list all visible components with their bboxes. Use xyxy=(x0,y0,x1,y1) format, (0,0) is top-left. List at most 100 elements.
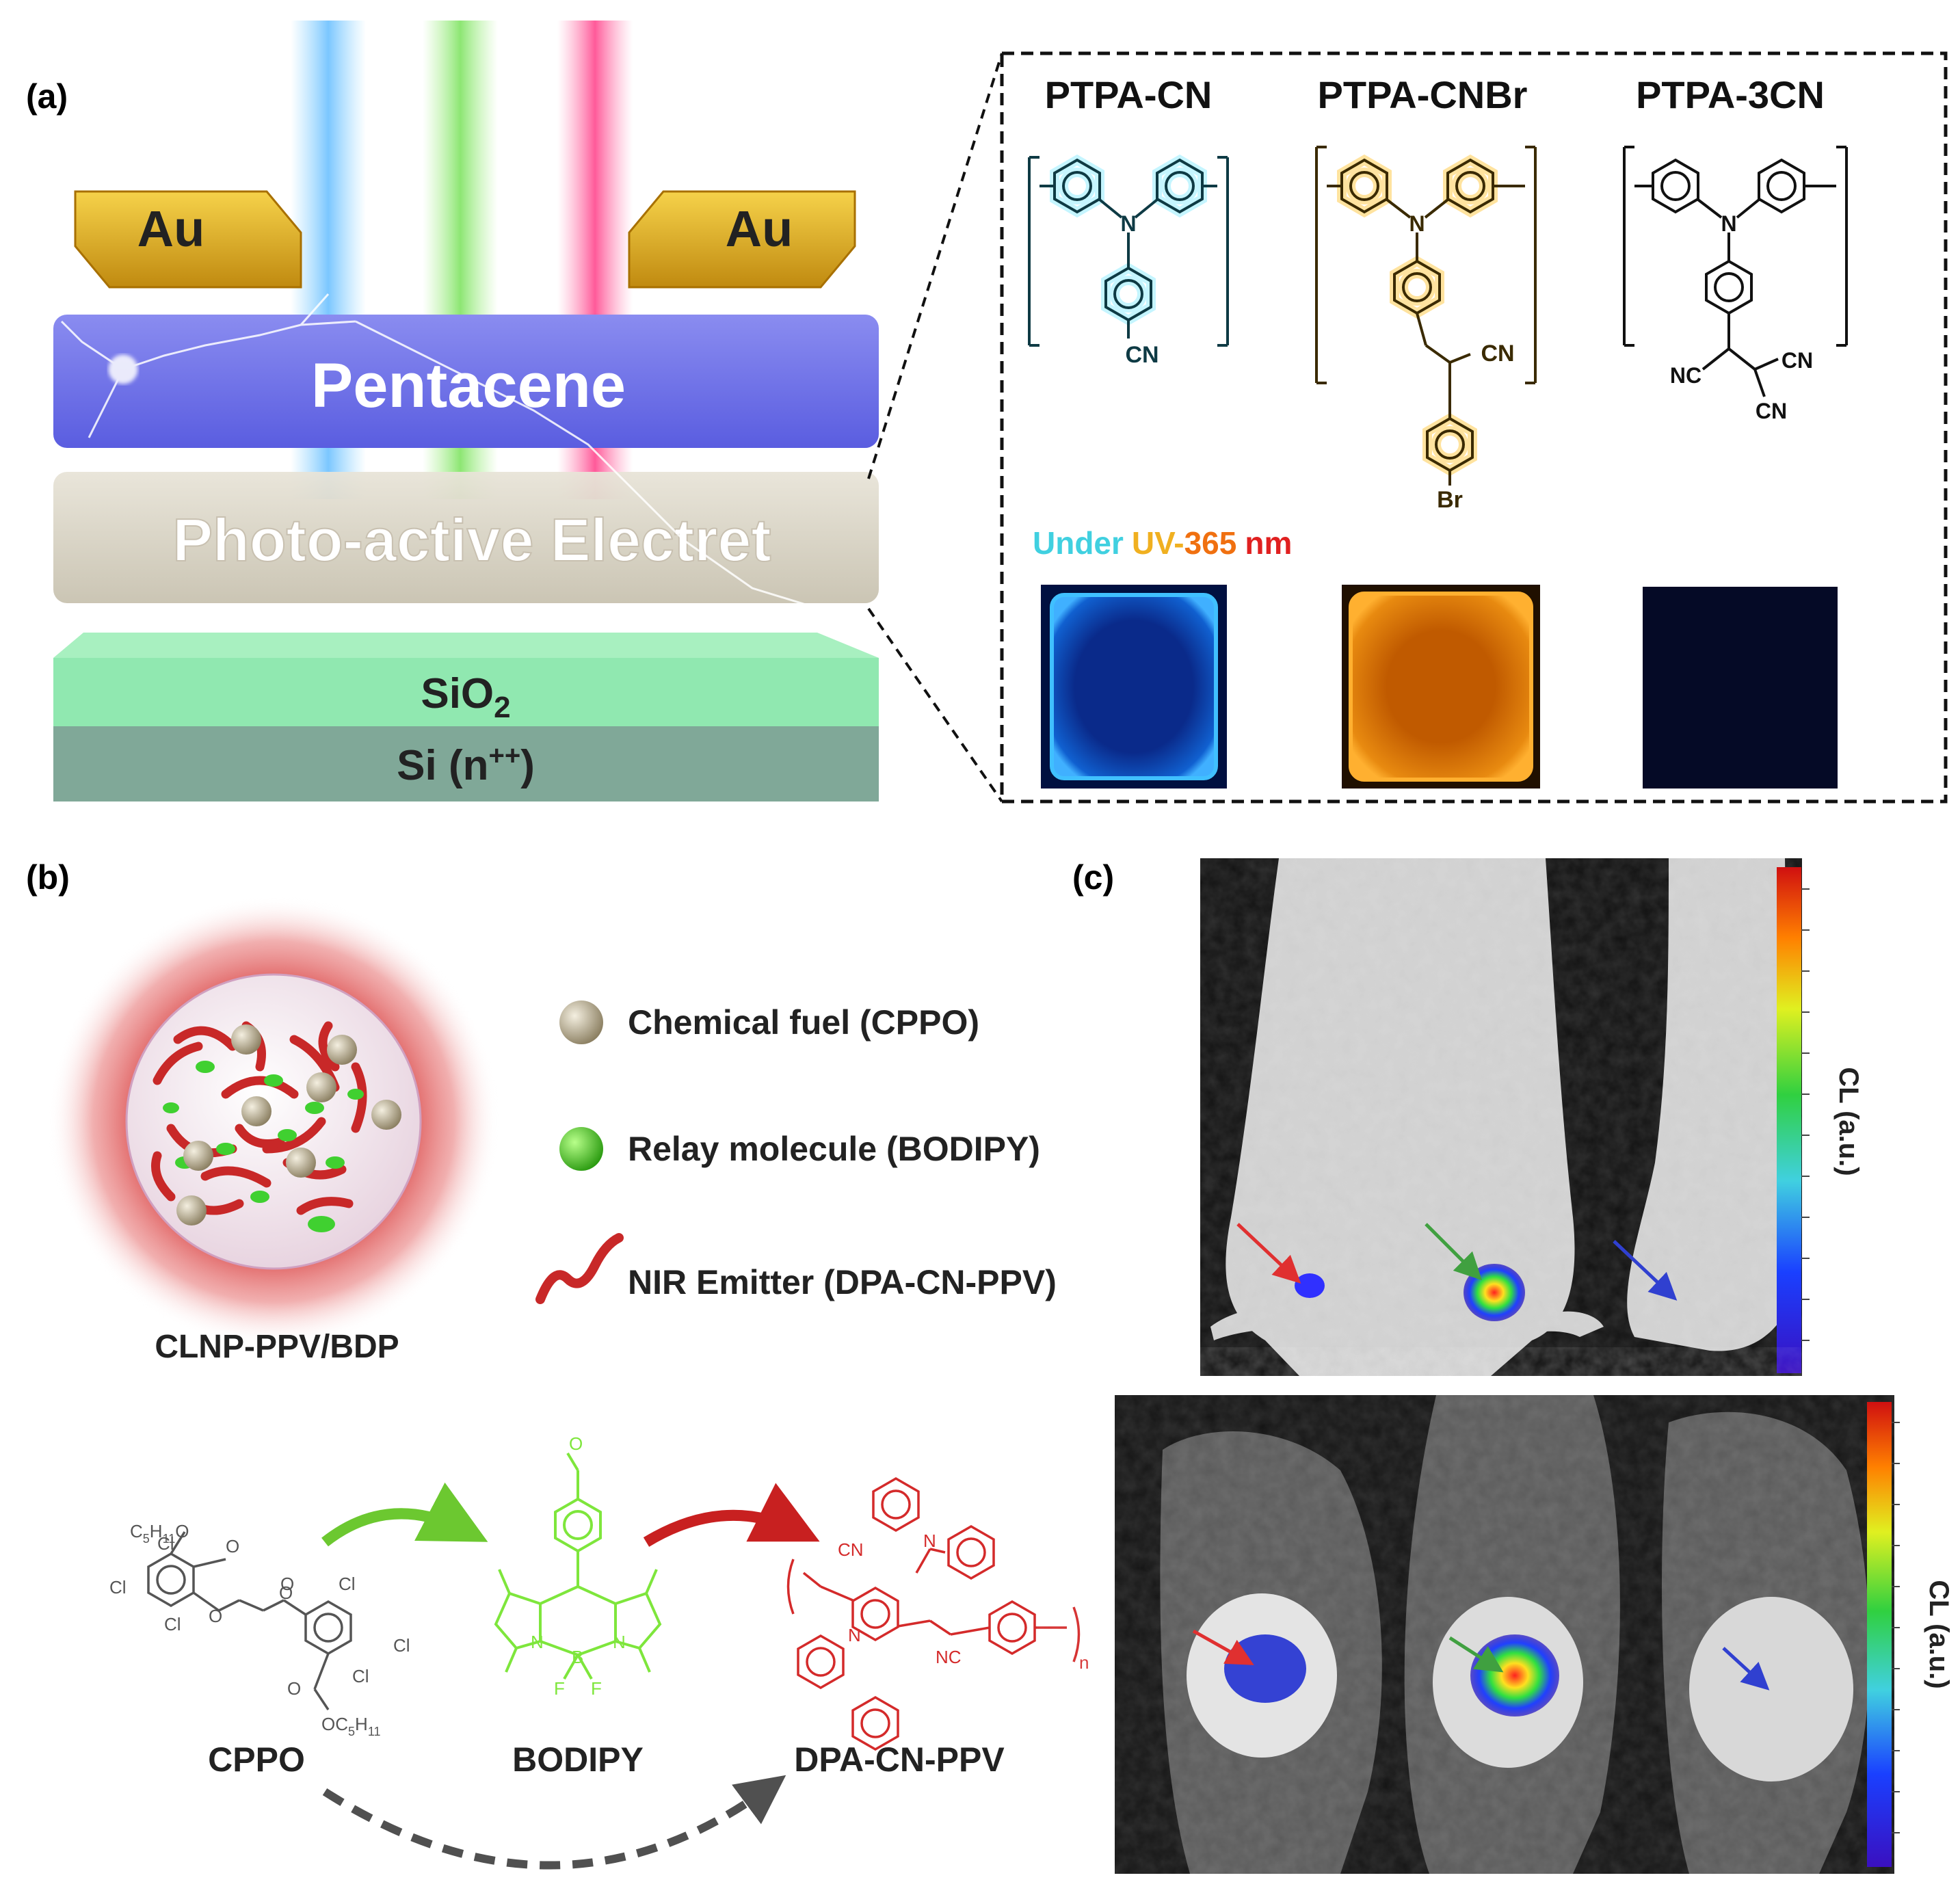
ppv-atoms: CN N N NC n xyxy=(838,1530,1089,1673)
green-sphere-icon xyxy=(559,1127,603,1171)
arrow-blue-bottom xyxy=(1722,1647,1770,1691)
au-electrode-right xyxy=(628,190,856,289)
sio2-top-face xyxy=(53,633,879,658)
ptpa-cnbr-structure xyxy=(1315,146,1537,486)
pentacene-label: Pentacene xyxy=(311,351,626,421)
svg-text:Cl: Cl xyxy=(164,1614,181,1634)
arrow-red-bottom xyxy=(1192,1629,1254,1665)
compound-label-dpa-cn-ppv: DPA-CN-PPV xyxy=(794,1740,1005,1779)
au-electrode-left xyxy=(74,190,302,289)
polymer-name-ptpa-3cn: PTPA-3CN xyxy=(1636,73,1825,116)
film-ptpa-cnbr-glow xyxy=(1349,592,1533,782)
ptpa-cn-n-atom: N xyxy=(1120,211,1136,236)
film-ptpa-cn-glow xyxy=(1050,593,1218,780)
ptpa-3cn-structure xyxy=(1623,146,1848,397)
zoom-line-bottom xyxy=(867,607,1003,803)
uv-caption: Under UV-365 nm xyxy=(1033,525,1292,561)
polymer-name-ptpa-cnbr: PTPA-CNBr xyxy=(1318,73,1528,116)
panel-a: (a) SiO2 Si (n++) Photo-active Electret … xyxy=(26,21,1948,804)
colorbar-label-top: CL (a.u.) xyxy=(1833,1067,1864,1176)
panel-b-label: (b) xyxy=(26,858,70,897)
ptpa-3cn-n-atom: N xyxy=(1721,211,1736,236)
film-ptpa-3cn-uv xyxy=(1643,587,1838,789)
au-left-label: Au xyxy=(137,200,205,257)
polymer-name-ptpa-cn: PTPA-CN xyxy=(1045,73,1213,116)
ptpa-3cn-cn-group-1: CN xyxy=(1782,348,1813,373)
svg-text:N: N xyxy=(848,1625,861,1645)
ptpa-cnbr-br-atom: Br xyxy=(1437,487,1463,513)
svg-text:O: O xyxy=(569,1433,583,1454)
svg-text:CN: CN xyxy=(838,1539,864,1560)
hotspot-left-top xyxy=(1295,1273,1325,1298)
colorbar-top xyxy=(1777,867,1801,1373)
arrow-red-top xyxy=(1236,1223,1301,1284)
colorbar-label-bottom: CL (a.u.) xyxy=(1924,1580,1954,1688)
svg-text:Cl: Cl xyxy=(393,1635,410,1656)
si-layer xyxy=(53,726,879,801)
electret-layer xyxy=(53,472,879,603)
colorbar-ticks-top xyxy=(1801,888,1810,1341)
ppv-structure xyxy=(786,1477,1081,1751)
svg-text:B: B xyxy=(572,1647,583,1667)
bodipy-structure xyxy=(494,1452,662,1680)
zoom-line-top xyxy=(867,53,1003,479)
svg-text:N: N xyxy=(531,1632,544,1652)
svg-text:N: N xyxy=(613,1632,626,1652)
colorbar-ticks-bottom xyxy=(1892,1422,1900,1833)
ptpa-cnbr-n-atom: N xyxy=(1409,211,1425,236)
svg-text:O: O xyxy=(279,1582,293,1603)
legend-relay-molecule: Relay molecule (BODIPY) xyxy=(628,1130,1040,1168)
shaved-area-right xyxy=(1689,1597,1853,1781)
svg-text:O: O xyxy=(287,1678,301,1699)
red-squiggle-icon xyxy=(535,1233,624,1304)
svg-text:N: N xyxy=(923,1530,936,1551)
svg-text:Cl: Cl xyxy=(157,1533,174,1554)
arrow-green-top xyxy=(1425,1223,1483,1281)
ptpa-3cn-nc-group: NC xyxy=(1670,363,1701,388)
arrow-blue-top xyxy=(1613,1240,1678,1301)
lightning-bolts xyxy=(60,293,842,617)
si-label: Si (n++) xyxy=(397,741,535,789)
compound-label-cppo: CPPO xyxy=(208,1740,305,1779)
cppo-structure xyxy=(147,1531,352,1710)
legend-chemical-fuel: Chemical fuel (CPPO) xyxy=(628,1003,979,1042)
colorbar-bottom xyxy=(1867,1402,1892,1867)
bodipy-atoms: O N N B F F xyxy=(531,1433,626,1699)
polymer-inset-box xyxy=(1000,51,1948,804)
energy-transfer-arrow-red xyxy=(643,1483,820,1547)
hotspot-center-bottom xyxy=(1470,1634,1559,1717)
energy-transfer-arrow-green xyxy=(321,1482,488,1547)
ptpa-cn-structure xyxy=(1028,157,1229,347)
panel-b: (b) CLNP-PPV/BDP Chemical fuel (CPPO) Re… xyxy=(26,858,1089,1870)
ptpa-cn-cn-group: CN xyxy=(1125,342,1158,368)
cppo-atoms: C5H11O O Cl Cl Cl O O O Cl Cl Cl O OC5H1… xyxy=(109,1521,410,1738)
electret-label: Photo-active Electret xyxy=(172,506,771,574)
relay-dots xyxy=(163,1061,364,1232)
sio2-label: SiO2 xyxy=(421,670,510,724)
compound-label-bodipy: BODIPY xyxy=(512,1740,644,1779)
nanoparticle-label: CLNP-PPV/BDP xyxy=(155,1329,399,1365)
svg-text:NC: NC xyxy=(936,1647,962,1667)
svg-text:F: F xyxy=(554,1678,565,1699)
fuel-spheres xyxy=(176,1024,401,1225)
au-right-label: Au xyxy=(726,200,793,257)
direct-transfer-dashed-arrow xyxy=(322,1775,786,1870)
pentacene-layer xyxy=(53,315,879,448)
legend-nir-emitter: NIR Emitter (DPA-CN-PPV) xyxy=(628,1263,1057,1301)
panel-c: (c) CL (a.u.) xyxy=(1072,858,1954,1874)
sio2-layer xyxy=(53,658,879,726)
svg-text:Cl: Cl xyxy=(339,1574,356,1594)
svg-text:Cl: Cl xyxy=(109,1577,127,1598)
svg-text:F: F xyxy=(591,1678,602,1699)
svg-text:O: O xyxy=(226,1536,239,1556)
svg-text:OC5H11: OC5H11 xyxy=(321,1714,381,1738)
arrow-green-bottom xyxy=(1448,1636,1504,1673)
hotspot-left-bottom xyxy=(1224,1634,1306,1703)
svg-text:n: n xyxy=(1079,1652,1089,1673)
svg-text:C5H11O: C5H11O xyxy=(130,1521,189,1546)
ptpa-cnbr-cn-group: CN xyxy=(1481,341,1514,367)
ptpa-3cn-cn-group-2: CN xyxy=(1756,399,1787,423)
svg-text:Cl: Cl xyxy=(352,1666,369,1686)
tan-sphere-icon xyxy=(559,1000,603,1044)
